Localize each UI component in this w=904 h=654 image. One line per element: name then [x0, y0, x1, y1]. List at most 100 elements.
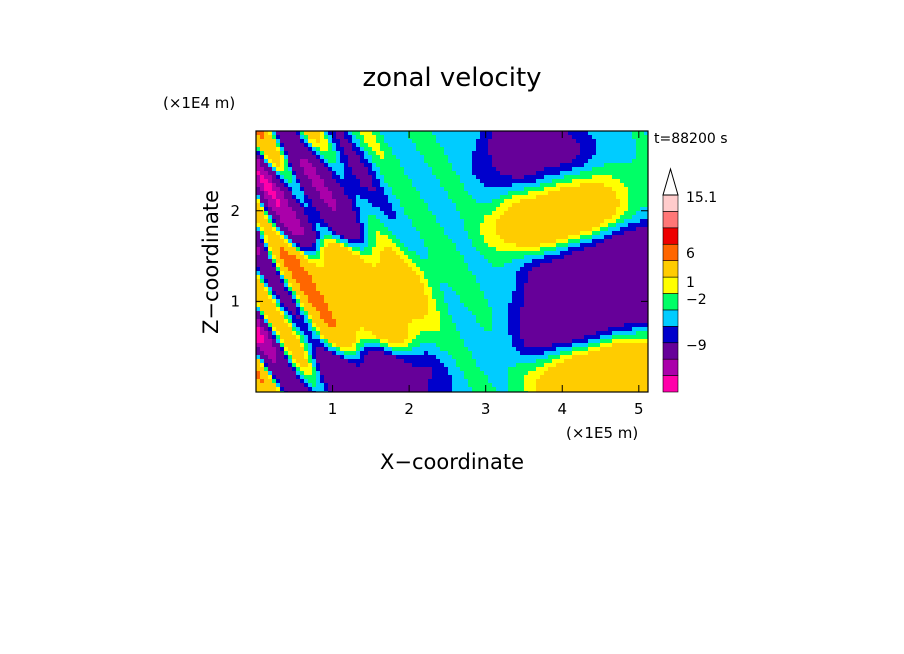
field-cell [296, 299, 300, 303]
field-cell [336, 239, 340, 243]
field-cell [324, 263, 328, 267]
field-cell [608, 223, 612, 227]
field-cell [368, 271, 372, 275]
field-cell [636, 139, 640, 143]
field-cell [400, 299, 404, 303]
field-cell [524, 235, 528, 239]
field-cell [260, 267, 264, 271]
field-cell [304, 215, 308, 219]
field-cell [436, 263, 440, 267]
field-cell [508, 283, 512, 287]
field-cell [400, 143, 404, 147]
field-cell [396, 263, 400, 267]
field-cell [260, 227, 264, 231]
field-cell [604, 243, 608, 247]
field-cell [276, 263, 280, 267]
field-cell [492, 159, 496, 163]
field-cell [328, 171, 332, 175]
field-cell [400, 199, 404, 203]
field-cell [368, 195, 372, 199]
field-cell [308, 195, 312, 199]
field-cell [268, 323, 272, 327]
field-cell [436, 139, 440, 143]
field-cell [432, 231, 436, 235]
field-cell [292, 151, 296, 155]
field-cell [552, 215, 556, 219]
field-cell [528, 215, 532, 219]
field-cell [596, 283, 600, 287]
field-cell [472, 175, 476, 179]
field-cell [624, 251, 628, 255]
field-cell [308, 175, 312, 179]
field-cell [528, 199, 532, 203]
field-cell [388, 263, 392, 267]
field-cell [436, 147, 440, 151]
field-cell [500, 271, 504, 275]
field-cell [268, 331, 272, 335]
field-cell [292, 199, 296, 203]
field-cell [612, 331, 616, 335]
field-cell [468, 231, 472, 235]
field-cell [512, 211, 516, 215]
field-cell [588, 203, 592, 207]
field-cell [376, 139, 380, 143]
field-cell [412, 187, 416, 191]
field-cell [532, 267, 536, 271]
field-cell [392, 303, 396, 307]
field-cell [416, 163, 420, 167]
field-cell [300, 279, 304, 283]
field-cell [588, 315, 592, 319]
field-cell [420, 275, 424, 279]
field-cell [260, 279, 264, 283]
field-cell [476, 259, 480, 263]
field-cell [556, 227, 560, 231]
field-cell [384, 159, 388, 163]
field-cell [552, 167, 556, 171]
field-cell [304, 259, 308, 263]
field-cell [428, 203, 432, 207]
field-cell [644, 183, 648, 187]
field-cell [396, 303, 400, 307]
field-cell [600, 319, 604, 323]
field-cell [300, 291, 304, 295]
field-cell [404, 239, 408, 243]
field-cell [548, 299, 552, 303]
field-cell [428, 139, 432, 143]
field-cell [412, 315, 416, 319]
field-cell [424, 295, 428, 299]
field-cell [624, 243, 628, 247]
field-cell [348, 227, 352, 231]
field-cell [448, 171, 452, 175]
field-cell [412, 147, 416, 151]
field-cell [384, 303, 388, 307]
field-cell [292, 239, 296, 243]
field-cell [552, 307, 556, 311]
field-cell [616, 303, 620, 307]
field-cell [468, 147, 472, 151]
field-cell [508, 179, 512, 183]
field-cell [380, 303, 384, 307]
field-cell [568, 267, 572, 271]
field-cell [556, 251, 560, 255]
field-cell [448, 215, 452, 219]
field-cell [444, 151, 448, 155]
field-cell [592, 155, 596, 159]
field-cell [448, 231, 452, 235]
field-cell [552, 179, 556, 183]
field-cell [388, 183, 392, 187]
field-cell [304, 307, 308, 311]
field-cell [520, 271, 524, 275]
field-cell [556, 175, 560, 179]
field-cell [504, 203, 508, 207]
field-cell [644, 267, 648, 271]
field-cell [388, 203, 392, 207]
field-cell [440, 251, 444, 255]
field-cell [268, 327, 272, 331]
field-cell [288, 143, 292, 147]
field-cell [528, 263, 532, 267]
field-cell [296, 247, 300, 251]
field-cell [448, 311, 452, 315]
field-cell [316, 275, 320, 279]
field-cell [420, 147, 424, 151]
field-cell [260, 327, 264, 331]
